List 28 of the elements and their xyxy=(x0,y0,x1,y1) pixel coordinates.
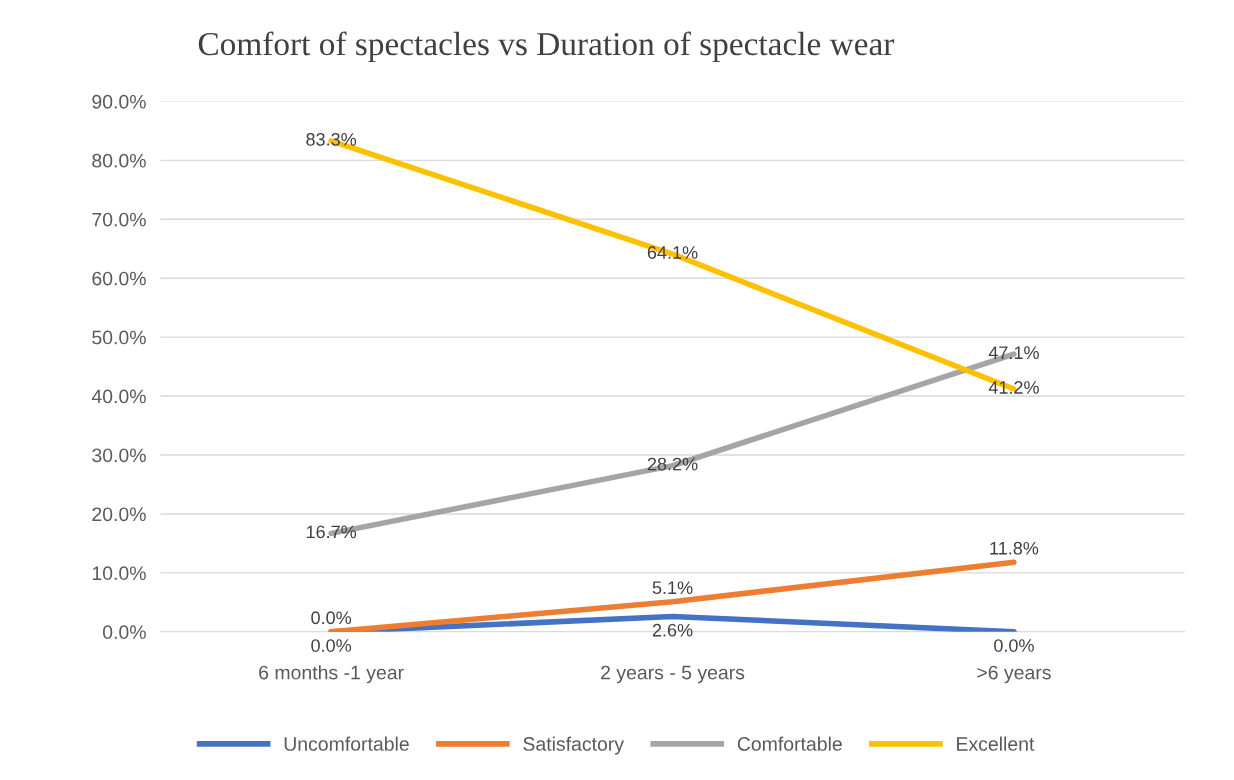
x-tick-label: >6 years xyxy=(977,665,1051,684)
y-tick-label: 0.0% xyxy=(102,625,146,640)
data-label: 16.7% xyxy=(306,525,357,539)
data-label: 47.1% xyxy=(988,346,1039,359)
legend-label: Uncomfortable xyxy=(284,736,409,751)
x-tick-label: 6 months -1 year xyxy=(259,665,404,684)
data-label: 0.0% xyxy=(311,611,352,625)
chart-title: Comfort of spectacles vs Duration of spectacle wear xyxy=(198,31,895,63)
legend-label: Satisfactory xyxy=(523,736,624,755)
y-tick-label: 80.0% xyxy=(92,153,146,168)
y-tick-label: 60.0% xyxy=(92,271,146,286)
data-label: 11.8% xyxy=(990,541,1039,555)
x-tick-label: 2 years - 5 years xyxy=(601,665,745,684)
data-label: 2.6% xyxy=(652,623,693,637)
y-tick-label: 50.0% xyxy=(92,330,146,345)
y-tick-label: 40.0% xyxy=(91,389,146,404)
legend-label: Comfortable xyxy=(737,736,842,751)
data-label: 0.0% xyxy=(994,639,1034,652)
y-tick-label: 30.0% xyxy=(92,448,146,463)
y-tick-label: 70.0% xyxy=(92,212,146,227)
legend-label: Excellent xyxy=(957,736,1035,751)
data-label: 0.0% xyxy=(311,639,352,652)
data-label: 83.3% xyxy=(306,132,357,146)
y-tick-label: 20.0% xyxy=(92,507,146,522)
data-label: 28.2% xyxy=(647,457,698,471)
y-tick-label: 90.0% xyxy=(92,94,146,109)
data-label: 5.1% xyxy=(652,581,693,595)
y-tick-label: 10.0% xyxy=(92,566,146,581)
